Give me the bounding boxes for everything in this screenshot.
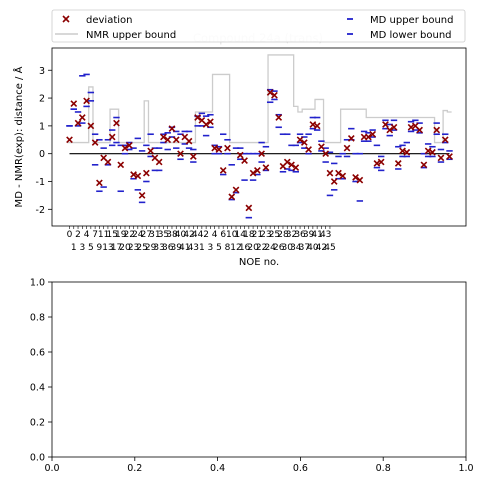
- y-tick-label: 0.8: [30, 313, 45, 324]
- y-tick-label: 0: [39, 149, 45, 160]
- y-tick-label: 1: [39, 121, 45, 132]
- y-tick-label: 1.0: [30, 278, 45, 289]
- x-axis-label: NOE no.: [239, 257, 279, 268]
- x-tick-label: 4: [84, 230, 90, 240]
- top-x-axis: 0123457911131517192022232425272931333536…: [67, 226, 336, 253]
- x-tick-label: 3: [208, 243, 214, 253]
- y-tick-label: 2: [39, 94, 45, 105]
- legend-label-deviation: deviation: [86, 15, 132, 26]
- x-tick-label: 0.4: [210, 463, 225, 474]
- x-tick-label: 0.8: [376, 463, 391, 474]
- x-tick-label: 43: [320, 230, 331, 240]
- x-tick-label: 43: [188, 243, 199, 253]
- y-tick-label: 0.0: [30, 453, 45, 464]
- y-axis-label: MD - NMR(exp): distance / Å: [12, 66, 25, 207]
- x-tick-label: 4: [212, 230, 218, 240]
- x-tick-label: 0: [67, 230, 73, 240]
- x-tick-label: 3: [79, 243, 85, 253]
- y-tick-label: 0.2: [30, 418, 45, 429]
- legend: deviation NMR upper bound MD upper bound…: [52, 10, 465, 42]
- y-tick-label: 0.6: [30, 348, 45, 359]
- x-tick-label: 0.6: [293, 463, 308, 474]
- y-tick-label: -1: [36, 177, 45, 188]
- x-tick-label: 1: [71, 243, 77, 253]
- x-tick-label: 45: [324, 243, 335, 253]
- y-tick-label: 0.4: [30, 383, 45, 394]
- x-tick-label: 5: [216, 243, 222, 253]
- y-tick-label: 3: [39, 66, 45, 77]
- legend-label-md-upper: MD upper bound: [370, 15, 453, 26]
- x-tick-label: 0.2: [127, 463, 142, 474]
- x-tick-label: 1.0: [458, 463, 473, 474]
- x-tick-label: 2: [75, 230, 81, 240]
- legend-label-md-lower: MD lower bound: [370, 30, 452, 41]
- y-tick-label: -2: [36, 205, 45, 216]
- x-tick-label: 44: [192, 230, 204, 240]
- x-tick-label: 2: [203, 230, 209, 240]
- x-tick-label: 1: [199, 243, 205, 253]
- x-tick-label: 0.0: [44, 463, 59, 474]
- legend-label-nmr-upper: NMR upper bound: [86, 30, 176, 41]
- x-tick-label: 5: [88, 243, 94, 253]
